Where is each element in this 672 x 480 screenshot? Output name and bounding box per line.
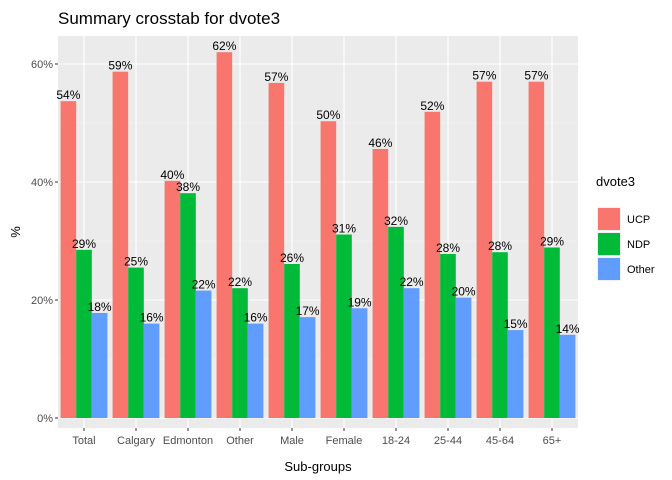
- bar-ndp-edmonton: [180, 193, 196, 418]
- data-label-ucp-calgary: 59%: [108, 59, 132, 73]
- bar-other-female: [352, 308, 368, 418]
- data-label-ucp-45-64: 57%: [472, 69, 496, 83]
- x-tick-label: 65+: [543, 435, 562, 447]
- x-tick-label: 25-44: [434, 435, 462, 447]
- data-label-ucp-total: 54%: [56, 88, 80, 102]
- x-tick-label: 18-24: [382, 435, 410, 447]
- bar-ndp-other: [232, 288, 248, 418]
- legend-label-ucp: UCP: [627, 214, 650, 226]
- bar-other-45-64: [508, 330, 524, 418]
- bar-ucp-total: [61, 101, 77, 418]
- data-label-other-45-64: 15%: [504, 317, 528, 331]
- x-tick-label: 45-64: [486, 435, 514, 447]
- bar-ucp-female: [321, 121, 337, 418]
- bar-ucp-65+: [529, 82, 545, 418]
- data-label-other-calgary: 16%: [140, 311, 164, 325]
- x-tick-label: Female: [326, 435, 363, 447]
- legend-label-other: Other: [627, 264, 655, 276]
- y-axis: 0% 20% 40% 60%: [31, 59, 58, 425]
- bar-ndp-45-64: [492, 252, 508, 418]
- bar-other-18-24: [404, 288, 420, 418]
- x-tick-label: Edmonton: [163, 435, 213, 447]
- bar-ndp-total: [76, 250, 92, 418]
- x-tick-label: Other: [226, 435, 254, 447]
- bar-other-edmonton: [196, 291, 212, 418]
- bar-other-25-44: [456, 298, 472, 418]
- bar-ndp-male: [284, 264, 300, 418]
- data-label-ndp-total: 29%: [72, 237, 96, 251]
- bar-ucp-calgary: [113, 72, 129, 418]
- data-label-ucp-female: 50%: [316, 108, 340, 122]
- data-label-other-18-24: 22%: [400, 275, 424, 289]
- data-label-other-total: 18%: [88, 300, 112, 314]
- data-label-ucp-male: 57%: [264, 70, 288, 84]
- legend-key-ndp: [598, 233, 620, 255]
- bar-other-male: [300, 317, 316, 418]
- bar-ucp-other: [217, 52, 233, 418]
- data-label-ndp-45-64: 28%: [488, 239, 512, 253]
- x-tick-label: Male: [280, 435, 304, 447]
- x-tick-label: Total: [72, 435, 95, 447]
- data-label-other-female: 19%: [348, 295, 372, 309]
- data-label-ndp-65+: 29%: [540, 234, 564, 248]
- bar-ndp-25-44: [440, 254, 456, 418]
- data-label-ndp-edmonton: 38%: [176, 180, 200, 194]
- legend-key-ucp: [598, 208, 620, 230]
- data-label-ucp-18-24: 46%: [368, 136, 392, 150]
- bar-ucp-18-24: [373, 149, 389, 418]
- x-tick-label: Calgary: [117, 435, 155, 447]
- legend-label-ndp: NDP: [627, 239, 650, 251]
- bar-other-65+: [560, 335, 576, 418]
- data-label-ucp-other: 62%: [212, 39, 236, 53]
- legend-title: dvote3: [596, 174, 635, 189]
- chart-title: Summary crosstab for dvote3: [58, 9, 280, 28]
- data-label-ndp-male: 26%: [280, 251, 304, 265]
- data-label-ndp-18-24: 32%: [384, 214, 408, 228]
- bar-ndp-calgary: [128, 268, 144, 418]
- legend: dvote3 UCP NDP Other: [596, 174, 655, 281]
- data-label-other-65+: 14%: [556, 322, 580, 336]
- bar-ucp-edmonton: [165, 181, 181, 418]
- data-label-ndp-calgary: 25%: [124, 255, 148, 269]
- data-label-other-25-44: 20%: [452, 285, 476, 299]
- bar-ndp-female: [336, 235, 352, 418]
- bar-other-total: [92, 313, 108, 418]
- y-tick-label: 60%: [31, 59, 53, 71]
- y-axis-title: %: [8, 226, 23, 238]
- y-tick-label: 20%: [31, 295, 53, 307]
- data-label-ndp-female: 31%: [332, 222, 356, 236]
- bar-other-calgary: [144, 324, 160, 418]
- data-label-ucp-25-44: 52%: [420, 99, 444, 113]
- y-tick-label: 40%: [31, 177, 53, 189]
- data-label-other-other: 16%: [244, 311, 268, 325]
- data-label-ndp-other: 22%: [228, 275, 252, 289]
- data-label-other-male: 17%: [296, 304, 320, 318]
- bar-other-other: [248, 324, 264, 418]
- legend-key-other: [598, 258, 620, 280]
- y-tick-label: 0%: [37, 413, 53, 425]
- legend-items: UCP NDP Other: [597, 207, 655, 281]
- data-label-ndp-25-44: 28%: [436, 241, 460, 255]
- data-label-ucp-65+: 57%: [524, 69, 548, 83]
- data-label-other-edmonton: 22%: [192, 278, 216, 292]
- bar-ndp-18-24: [388, 227, 404, 418]
- x-axis-title: Sub-groups: [284, 459, 352, 474]
- bar-ucp-25-44: [425, 112, 441, 418]
- x-axis: Total Calgary Edmonton Other Male Female 18-24…: [72, 428, 561, 447]
